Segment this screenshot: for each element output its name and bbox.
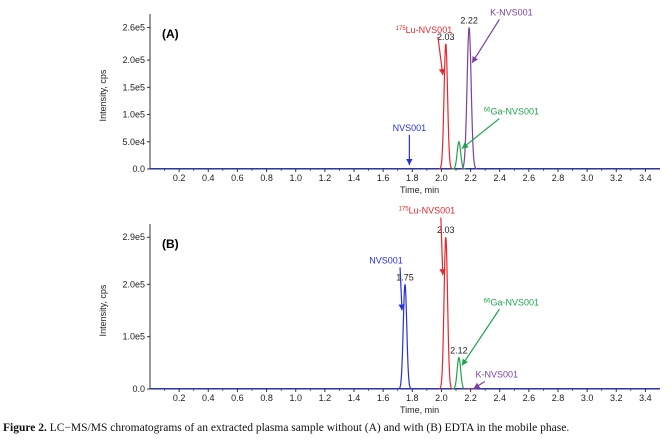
panel-a-x-tick-label: 2.2 [464,173,477,183]
panel-b-lu-nvs001-1-arrow-shaft [440,217,444,276]
panel-a-x-axis-label: Time, min [400,185,439,195]
panel-b-y-tick-label: 1.0e5 [122,332,145,342]
panel-a-y-tick-label: 0.0 [132,164,145,174]
panel-b-lu-nvs001-1-annotation: 175Lu-NVS001 [399,206,456,216]
panel-a-x-tick-label: 1.0 [289,173,302,183]
panel-b-y-axis-label: Intensity, cps [98,284,108,336]
panel-a-x-tick-label: 2.8 [552,173,565,183]
panel-a-y-tick-label: 1.5e5 [122,82,145,92]
panel-a-nvs001-3-annotation: NVS001 [393,123,427,133]
panel-a-x-tick-label: 1.6 [377,173,390,183]
panel-a-y-tick-label: 2.0e5 [122,55,145,65]
panel-a-x-tick-label: 2.6 [523,173,536,183]
panel-b-x-tick-label: 0.8 [260,393,273,403]
panel-a-k-nvs001-1-annotation: K-NVS001 [490,7,533,17]
chromatogram-figure: 0.2 0.4 0.6 0.8 1.0 1.2 1.4 1.6 1.8 2.0 2.2 2.4 2.6 2… [98,7,660,415]
panel-b-x-tick-label: 2.8 [552,393,565,403]
panel-b-x-axis-label: Time, min [400,405,439,415]
panel-a-lu-nvs001-0-rt-label: 2.03 [437,32,455,42]
panel-b-x-tick-label: 1.2 [319,393,332,403]
panel-a-x-tick-label: 3.0 [581,173,594,183]
panel-a-y-tick-label: 2.6e5 [122,22,145,32]
panel-a-ga-nvs001-2-arrow-head [461,142,469,149]
panel-a-x-tick-label: 1.8 [406,173,419,183]
panel-b-lu-nvs001-1-arrow-head [439,269,446,276]
panel-a-x-tick-label: 0.2 [173,173,186,183]
panel-a-x-tick-label: 1.2 [319,173,332,183]
panel-a-ga-nvs001-2-peak [451,140,466,170]
panel-b-x-tick-label: 1.8 [406,393,419,403]
panel-b-nvs001-0-rt-label: 1.75 [396,272,414,282]
panel-a-x-tick-label: 3.4 [639,173,652,183]
caption-text: LC−MS/MS chromatograms of an extracted p… [46,422,570,434]
panel-a-lu-nvs001-0-annotation: 175Lu-NVS001 [396,25,453,35]
panel-b-k-nvs001-3-annotation: K-NVS001 [476,369,519,379]
panel-b-k-nvs001-3-arrow-head [473,382,481,389]
panel-b-x-tick-label: 3.4 [639,393,652,403]
panel-a-x-tick-label: 0.8 [260,173,273,183]
panel-a-ga-nvs001-2-annotation: 66Ga-NVS001 [484,107,539,117]
panel-b-ga-nvs001-2-rt-label: 2.12 [450,346,468,356]
panel-b-nvs001-0-arrow-head [398,304,405,311]
panel-b-ga-nvs001-2-arrow-shaft [461,308,500,366]
panel-a-k-nvs001-1-arrow-shaft [471,19,500,64]
panel-b-x-tick-label: 2.4 [493,393,506,403]
panel-b-label: (B) [162,237,179,251]
panel-b-x-tick-label: 0.2 [173,393,186,403]
panel-a-y-axis-label: Intensity, cps [98,69,108,121]
panel-a-x-tick-label: 0.4 [202,173,215,183]
panel-b-y-tick-label: 0.0 [132,384,145,394]
panel-a-k-nvs001-1-rt-label: 2.22 [460,15,478,25]
panel-a-x-tick-label: 0.6 [231,173,244,183]
panel-a-lu-nvs001-0-peak [438,43,453,170]
panel-b-ga-nvs001-2-peak [451,356,466,390]
panel-a-lu-nvs001-0-annotation-sup: 175 [396,26,407,32]
caption-label: Figure 2. [3,422,47,434]
panel-a-x-tick-label: 1.4 [348,173,361,183]
panel-b-lu-nvs001-1-annotation-sup: 175 [399,207,410,213]
panel-b-x-tick-label: 2.2 [464,393,477,403]
panel-a-y-tick-label: 1.0e5 [122,110,145,120]
panel-a-nvs001-3-arrow-head [406,159,413,165]
panel-a-ga-nvs001-2-arrow-shaft [461,118,500,150]
panel-b-ga-nvs001-2-annotation-sup: 66 [484,298,491,304]
panel-b-lu-nvs001-1-annotation-main: Lu-NVS001 [409,206,456,216]
panel-a-lu-nvs001-0-arrow-head [438,68,446,76]
panel-a-label: (A) [162,27,179,41]
panel-a-x-tick-label: 2.0 [435,173,448,183]
panel-b-ga-nvs001-2-annotation-main: Ga-NVS001 [490,297,539,307]
panel-b-y-tick-label: 2.0e5 [122,279,145,289]
panel-a-lu-nvs001-0-annotation-main: Lu-NVS001 [406,25,453,35]
panel-b-ga-nvs001-2-annotation: 66Ga-NVS001 [484,297,539,307]
panel-a-y-tick-label: 5.0e4 [122,137,145,147]
panel-a-k-nvs001-1-peak [460,27,478,170]
panel-b-x-tick-label: 0.6 [231,393,244,403]
panel-b-x-tick-label: 1.6 [377,393,390,403]
figure-caption: Figure 2. LC−MS/MS chromatograms of an e… [3,422,671,434]
panel-b-x-tick-label: 2.6 [523,393,536,403]
panel-a-x-tick-label: 2.4 [493,173,506,183]
panel-b-y-tick-label: 2.9e5 [122,232,145,242]
panel-b-x-tick-label: 0.4 [202,393,215,403]
panel-b-x-tick-label: 3.2 [610,393,623,403]
panel-a-ga-nvs001-2-annotation-sup: 66 [484,108,491,114]
panel-a-ga-nvs001-2-annotation-main: Ga-NVS001 [490,107,539,117]
panel-a-x-tick-label: 3.2 [610,173,623,183]
panel-b-x-tick-label: 1.4 [348,393,361,403]
panel-a-lu-nvs001-0-arrow-shaft [437,36,444,76]
panel-b-nvs001-0-arrow-shaft [399,267,403,311]
panel-b-x-tick-label: 3.0 [581,393,594,403]
panel-b-k-nvs001-3-peak [463,387,478,390]
panel-b-x-tick-label: 1.0 [289,393,302,403]
panel-b-lu-nvs001-1-peak [438,237,453,390]
panel-a-k-nvs001-1-arrow-head [472,56,479,63]
panel-b-nvs001-0-annotation: NVS001 [369,255,403,265]
panel-b-ga-nvs001-2-arrow-head [461,358,468,366]
panel-b-nvs001-0-peak [397,284,413,390]
panel-b-x-tick-label: 2.0 [435,393,448,403]
panel-b-lu-nvs001-1-rt-label: 2.03 [437,225,455,235]
